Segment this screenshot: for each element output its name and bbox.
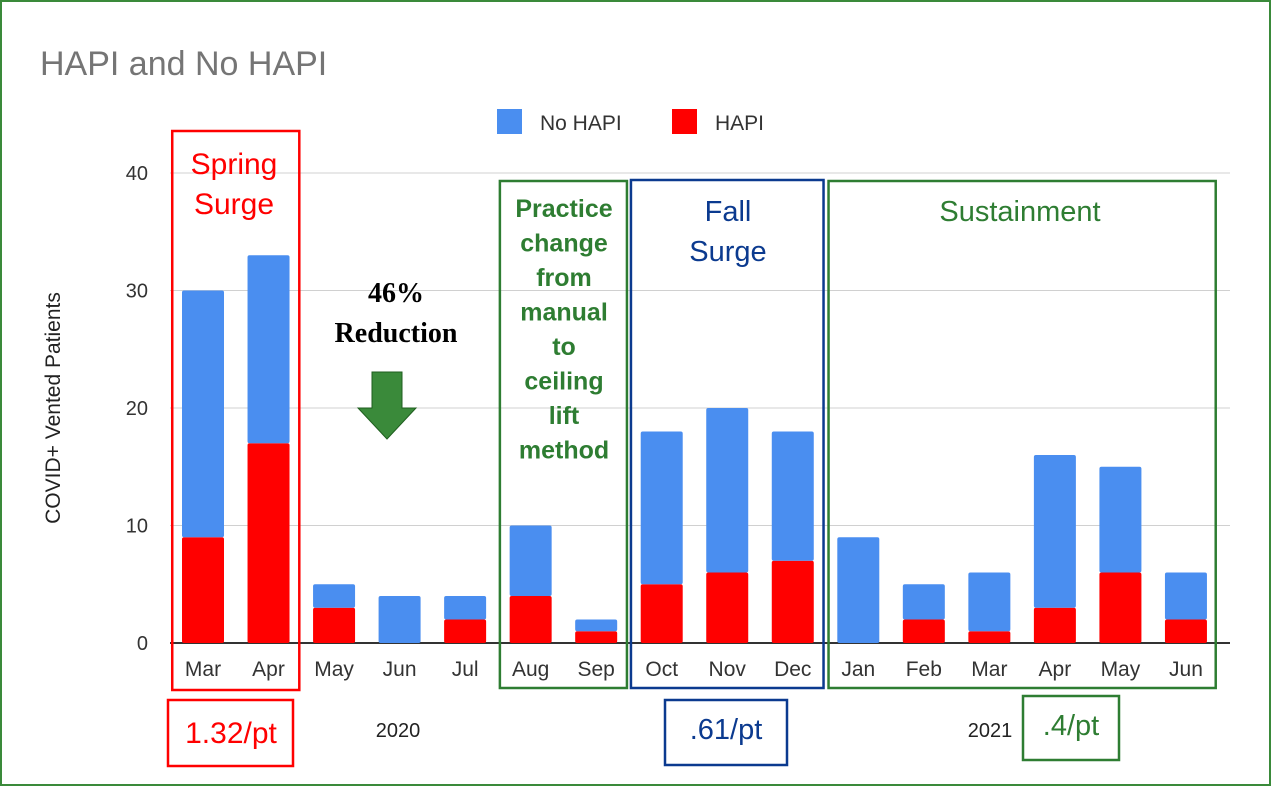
sustainment-rate: .4/pt xyxy=(1043,710,1099,742)
bar-no-hapi xyxy=(313,584,356,608)
fall-rate: .61/pt xyxy=(690,714,763,746)
bar-hapi xyxy=(313,607,356,643)
legend-swatch xyxy=(497,109,522,134)
bar-hapi xyxy=(706,572,749,643)
reduction-label: Reduction xyxy=(335,318,458,349)
bar-hapi xyxy=(640,584,683,643)
y-tick-label: 0 xyxy=(137,633,148,655)
y-tick-label: 10 xyxy=(126,516,148,538)
bar-hapi xyxy=(509,596,552,643)
sustainment-rate-box xyxy=(1021,694,1121,762)
practice-change-label: manual xyxy=(520,299,608,327)
fall-surge-box xyxy=(629,178,825,690)
spring-surge-label: Spring xyxy=(191,148,278,181)
bar-hapi xyxy=(247,443,290,643)
bar-no-hapi xyxy=(902,584,945,620)
x-tick-label: May xyxy=(1101,658,1141,681)
bar-no-hapi xyxy=(444,596,487,620)
x-tick-label: Mar xyxy=(185,658,221,681)
bar-no-hapi xyxy=(837,537,880,643)
bar-no-hapi xyxy=(968,572,1011,632)
spring-rate-box xyxy=(166,698,295,768)
reduction-label: 46% xyxy=(368,278,424,309)
practice-change-label: to xyxy=(552,333,576,361)
fall-surge-label: Surge xyxy=(689,236,766,268)
legend-swatch xyxy=(672,109,697,134)
practice-change-label: from xyxy=(536,264,592,292)
bar-no-hapi xyxy=(378,596,421,643)
y-tick-label: 30 xyxy=(126,281,148,303)
chart-title: HAPI and No HAPI xyxy=(40,45,327,83)
x-tick-label: Dec xyxy=(774,658,811,681)
bar-no-hapi xyxy=(509,525,552,596)
practice-change-label: method xyxy=(519,437,609,465)
x-tick-label: Jun xyxy=(383,658,417,681)
y-axis-label: COVID+ Vented Patients xyxy=(42,292,65,524)
bar-no-hapi xyxy=(575,619,618,632)
bar-no-hapi xyxy=(182,290,224,538)
bar-hapi xyxy=(1164,619,1207,643)
x-tick-label: Sep xyxy=(577,658,614,681)
fall-rate-box xyxy=(663,698,789,767)
x-tick-label: Jan xyxy=(841,658,875,681)
bar-hapi xyxy=(968,631,1011,643)
sustainment-box xyxy=(827,179,1217,690)
bar-hapi xyxy=(1099,572,1142,643)
fall-surge-label: Fall xyxy=(705,196,752,228)
practice-change-label: ceiling xyxy=(524,368,603,396)
x-tick-label: Apr xyxy=(1039,658,1072,681)
spring-surge-label: Surge xyxy=(194,188,274,221)
x-tick-label: Jun xyxy=(1169,658,1203,681)
bar-no-hapi xyxy=(640,431,683,585)
x-tick-label: Oct xyxy=(645,658,678,681)
x-tick-label: Aug xyxy=(512,658,549,681)
bar-hapi xyxy=(902,619,945,643)
y-tick-label: 40 xyxy=(126,163,148,185)
x-tick-label: Nov xyxy=(709,658,747,681)
practice-change-box xyxy=(498,179,629,690)
y-tick-label: 20 xyxy=(126,398,148,420)
bar-no-hapi xyxy=(1099,466,1142,573)
bar-no-hapi xyxy=(706,408,749,573)
bar-no-hapi xyxy=(771,431,814,561)
practice-change-label: Practice xyxy=(515,195,612,223)
bar-hapi xyxy=(771,560,814,643)
x-tick-label: Mar xyxy=(971,658,1007,681)
x-tick-label: Feb xyxy=(906,658,942,681)
bar-no-hapi xyxy=(1164,572,1207,620)
down-arrow-icon xyxy=(356,371,418,440)
bar-hapi xyxy=(1033,607,1076,643)
bar-no-hapi xyxy=(247,255,290,444)
year-label: 2021 xyxy=(968,720,1013,742)
x-tick-label: Jul xyxy=(452,658,479,681)
legend-label: No HAPI xyxy=(540,112,622,135)
spring-surge-box xyxy=(170,129,301,692)
bar-hapi xyxy=(575,631,618,643)
year-label: 2020 xyxy=(376,720,421,742)
practice-change-label: change xyxy=(520,230,608,258)
x-tick-label: May xyxy=(314,658,354,681)
bar-hapi xyxy=(444,619,487,643)
practice-change-label: lift xyxy=(549,402,580,430)
bar-no-hapi xyxy=(1033,455,1076,608)
spring-rate: 1.32/pt xyxy=(185,717,277,750)
sustainment-label: Sustainment xyxy=(939,196,1100,228)
legend-label: HAPI xyxy=(715,112,764,135)
bar-hapi xyxy=(182,537,224,643)
x-tick-label: Apr xyxy=(252,658,285,681)
